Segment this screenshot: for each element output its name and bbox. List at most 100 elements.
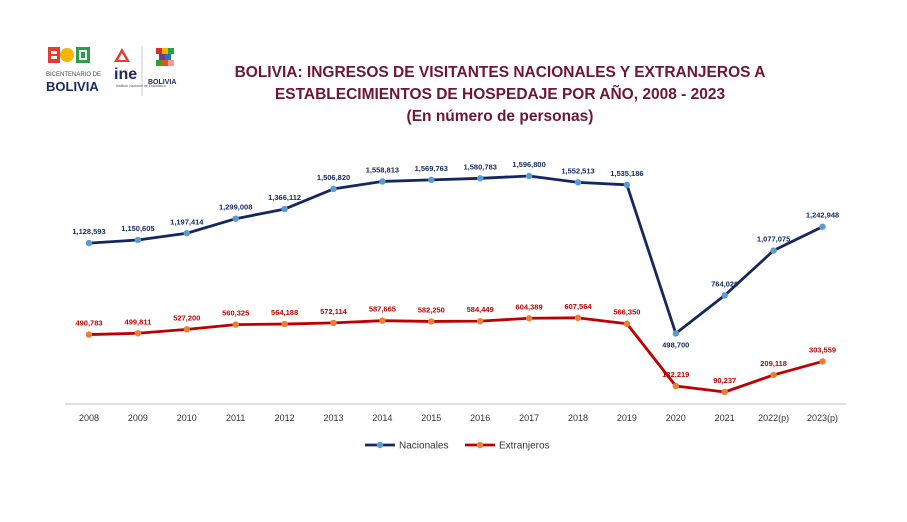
extranjeros-point <box>379 317 386 324</box>
ine-logo: ine Instituto Nacional de Estadística <box>114 48 166 88</box>
extranjeros-data-label: 564,188 <box>271 308 298 317</box>
nacionales-series-line <box>88 174 824 335</box>
x-tick-label: 2012 <box>275 413 295 423</box>
x-tick-label: 2016 <box>470 413 490 423</box>
extranjeros-data-label: 499,811 <box>125 317 152 326</box>
nacionales-point <box>232 215 239 222</box>
estado-logo: BOLIVIA <box>148 48 176 86</box>
extranjeros-data-label: 572,114 <box>320 307 348 316</box>
nacionales-point <box>525 172 533 180</box>
nacionales-data-label: 1,077,075 <box>757 235 790 244</box>
extranjeros-point <box>525 315 533 322</box>
extranjeros-point <box>232 321 239 328</box>
extranjeros-data-label: 582,250 <box>418 305 445 314</box>
extranjeros-point <box>428 318 435 325</box>
extranjeros-data-label: 303,559 <box>809 345 836 354</box>
extranjeros-point <box>672 382 679 390</box>
ine-text: ine <box>114 66 137 83</box>
extranjeros-data-label: 560,325 <box>222 309 249 318</box>
x-tick-label: 2018 <box>568 413 588 423</box>
nacionales-point <box>330 185 337 193</box>
nacionales-point <box>428 176 435 184</box>
extranjeros-data-label: 566,350 <box>613 308 640 317</box>
extranjeros-legend-marker <box>476 441 484 449</box>
x-tick-label: 2010 <box>177 413 197 423</box>
extranjeros-point <box>330 319 337 327</box>
extranjeros-data-label: 490,783 <box>75 319 102 328</box>
extranjeros-series-line <box>88 316 823 394</box>
nacionales-data-label: 1,558,813 <box>366 165 399 174</box>
extranjeros-data-label: 90,237 <box>713 376 736 385</box>
nacionales-point <box>623 181 631 189</box>
extranjeros-data-label: 587,665 <box>369 305 396 314</box>
nacionales-data-label: 1,506,820 <box>317 173 350 182</box>
x-tick-label: 2023(p) <box>807 413 838 423</box>
nacionales-data-label: 498,700 <box>662 340 689 349</box>
nacionales-point <box>183 230 190 237</box>
x-tick-label: 2019 <box>617 413 637 423</box>
x-tick-label: 2011 <box>226 413 245 423</box>
nacionales-data-label: 1,596,800 <box>512 160 545 169</box>
nacionales-legend-marker <box>376 441 384 449</box>
nacionales-data-label: 1,366,112 <box>268 193 301 202</box>
nacionales-data-label: 1,580,783 <box>464 162 497 171</box>
nacionales-point <box>770 247 777 254</box>
nacionales-point <box>379 178 386 185</box>
x-tick-label: 2015 <box>421 413 441 423</box>
nacionales-point <box>721 292 728 299</box>
nacionales-legend-label: Nacionales <box>399 441 448 452</box>
x-tick-label: 2009 <box>128 413 148 423</box>
nacionales-point <box>819 223 826 230</box>
extranjeros-legend-label: Extranjeros <box>499 441 550 452</box>
title-line-1: BOLIVIA: INGRESOS DE VISITANTES NACIONAL… <box>234 64 766 81</box>
bicentenario-logo: BICENTENARIO DE BOLIVIA <box>46 47 101 94</box>
nacionales-point <box>134 236 142 244</box>
nacionales-data-label: 1,299,008 <box>219 203 252 212</box>
extranjeros-data-label: 527,200 <box>173 313 200 322</box>
extranjeros-data-label: 209,118 <box>760 359 787 368</box>
nacionales-data-label: 1,535,186 <box>610 169 643 178</box>
extranjeros-data-label: 604,389 <box>516 302 543 311</box>
nacionales-point <box>477 175 484 182</box>
extranjeros-point <box>134 330 142 337</box>
estado-text: BOLIVIA <box>148 79 176 86</box>
extranjeros-point <box>623 320 631 327</box>
nacionales-data-label: 1,242,948 <box>806 211 839 220</box>
extranjeros-point <box>85 331 93 338</box>
x-tick-label: 2008 <box>79 413 99 423</box>
extranjeros-point <box>281 320 288 328</box>
nacionales-data-label: 1,569,763 <box>415 164 448 173</box>
title-line-2: ESTABLECIMIENTOS DE HOSPEDAJE POR AÑO, 2… <box>274 86 726 103</box>
x-tick-label: 2013 <box>323 413 343 423</box>
extranjeros-point <box>770 371 777 379</box>
nacionales-point <box>281 205 288 213</box>
extranjeros-data-label: 584,449 <box>467 305 494 314</box>
x-tick-label: 2022(p) <box>758 413 789 423</box>
extranjeros-point <box>721 388 728 396</box>
x-tick-label: 2021 <box>715 413 735 423</box>
extranjeros-point <box>477 317 484 325</box>
nacionales-data-label: 1,128,593 <box>72 227 105 236</box>
extranjeros-point <box>183 326 190 333</box>
nacionales-data-label: 1,150,605 <box>121 224 154 233</box>
extranjeros-point <box>574 314 582 322</box>
x-tick-label: 2014 <box>372 413 392 423</box>
nacionales-point <box>672 330 679 337</box>
chart-subtitle: (En número de personas) <box>406 108 594 125</box>
extranjeros-data-label: 132,219 <box>662 370 689 379</box>
nacionales-data-label: 764,020 <box>711 279 738 288</box>
extranjeros-point <box>819 358 826 365</box>
chart-title: BOLIVIA: INGRESOS DE VISITANTES NACIONAL… <box>200 62 800 128</box>
ine-small-text: Instituto Nacional de Estadística <box>116 84 166 88</box>
nacionales-point <box>85 239 93 247</box>
x-tick-label: 2020 <box>666 413 686 423</box>
logos: BICENTENARIO DE BOLIVIA ine Instituto Na… <box>46 46 176 96</box>
bicentenario-big-text: BOLIVIA <box>46 79 99 94</box>
bicentenario-small-text: BICENTENARIO DE <box>46 72 101 78</box>
extranjeros-data-label: 607,564 <box>564 302 592 311</box>
nacionales-point <box>574 179 582 186</box>
nacionales-data-label: 1,197,414 <box>170 217 204 226</box>
x-tick-label: 2017 <box>519 413 539 423</box>
nacionales-data-label: 1,552,513 <box>561 166 594 175</box>
